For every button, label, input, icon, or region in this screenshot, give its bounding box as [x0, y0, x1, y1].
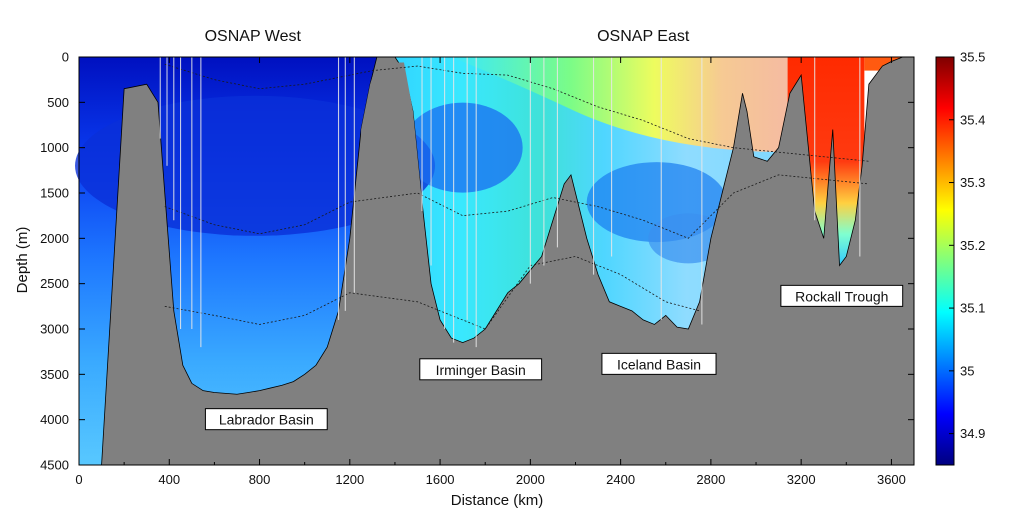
y-tick-label: 2500: [40, 276, 69, 291]
basin-label: Irminger Basin: [436, 362, 526, 378]
basin-label-box: [204, 408, 328, 431]
y-tick-label: 4500: [40, 458, 69, 473]
colorbar-tick-label: 35.5: [960, 50, 985, 65]
colorbar-tick-label: 35: [960, 363, 974, 378]
colorbar-bar: [935, 56, 955, 466]
isopycnal-line: [164, 174, 869, 239]
x-tick-label: 2000: [516, 472, 545, 487]
colorbar-tick-label: 35.1: [960, 301, 985, 316]
colorbar-tick-label: 35.3: [960, 175, 985, 190]
plot-area: [75, 56, 915, 466]
x-tick-label: 1200: [335, 472, 364, 487]
basin-label: Rockall Trough: [795, 288, 888, 304]
y-axis-title: Depth (m): [14, 227, 31, 294]
x-tick-label: 3200: [787, 472, 816, 487]
irminger-core: [402, 102, 523, 193]
section-titles: OSNAP West OSNAP East: [205, 28, 690, 45]
x-tick-label: 400: [158, 472, 180, 487]
x-tick-label: 1600: [426, 472, 455, 487]
greenland-land: [361, 62, 423, 465]
x-tick-label: 2800: [696, 472, 725, 487]
y-tick-label: 3000: [40, 322, 69, 337]
basin-label: Labrador Basin: [219, 412, 314, 428]
east-upper-warm-layer: [451, 57, 790, 153]
colorbar-tick-label: 35.2: [960, 238, 985, 253]
basin-label-box: [601, 352, 717, 375]
colorbar: 35.5 35.4 35.3 35.2 35.1 35 34.9: [935, 50, 985, 466]
section-title: OSNAP East: [597, 28, 690, 45]
x-axis-title: Distance (km): [451, 492, 544, 509]
y-tick-label: 3500: [40, 367, 69, 382]
basin-label-box: [780, 284, 904, 307]
x-tick-label: 3600: [877, 472, 906, 487]
colorbar-tick-label: 35.4: [960, 112, 985, 127]
y-tick-label: 1000: [40, 140, 69, 155]
y-tick-label: 2000: [40, 231, 69, 246]
axes: 0 400 800 1200 1600 2000 2400 2800 3200 3600 0 500 1…: [40, 50, 915, 487]
isopycnal-line: [164, 63, 869, 162]
isopycnal-line: [164, 256, 700, 330]
basin-label-box: [419, 358, 543, 381]
basin-labels: Labrador Basin Irminger Basin Iceland Basi…: [204, 284, 904, 431]
section-title: OSNAP West: [205, 28, 302, 45]
y-tick-label: 0: [62, 50, 69, 65]
x-tick-label: 800: [249, 472, 271, 487]
plot-frame: [78, 56, 915, 466]
y-tick-label: 4000: [40, 412, 69, 427]
x-tick-label: 2400: [606, 472, 635, 487]
basin-label: Iceland Basin: [617, 356, 701, 372]
y-tick-label: 1500: [40, 186, 69, 201]
colorbar-tick-label: 34.9: [960, 426, 985, 441]
x-tick-label: 0: [75, 472, 82, 487]
y-tick-label: 500: [47, 95, 69, 110]
